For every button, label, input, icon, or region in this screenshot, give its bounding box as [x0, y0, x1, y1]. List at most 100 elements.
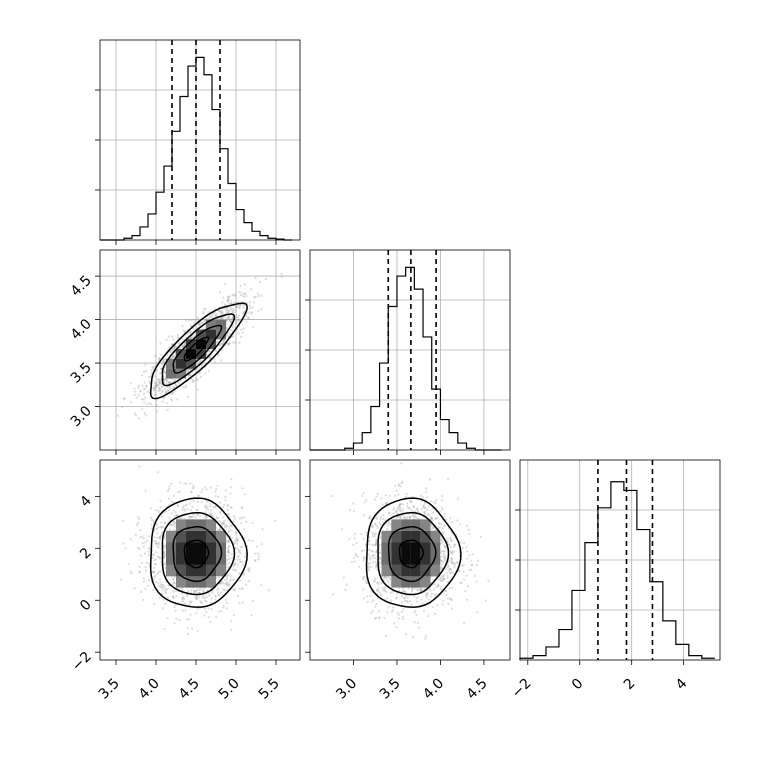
sample-point: [394, 510, 398, 514]
sample-point: [171, 380, 174, 383]
sample-point: [425, 491, 428, 494]
sample-point: [143, 370, 146, 373]
sample-point: [129, 570, 132, 573]
density-cell: [401, 519, 411, 531]
sample-point: [386, 611, 389, 614]
sample-point: [184, 504, 187, 507]
sample-point: [233, 542, 236, 545]
sample-point: [141, 374, 144, 377]
sample-point: [354, 554, 357, 557]
sample-point: [159, 342, 162, 345]
sample-point: [435, 586, 438, 589]
sample-point: [195, 612, 198, 615]
sample-point: [252, 326, 255, 329]
sample-point: [423, 510, 426, 514]
sample-point: [441, 560, 444, 564]
sample-point: [187, 618, 191, 621]
sample-point: [421, 496, 425, 499]
sample-point: [156, 532, 159, 535]
sample-point: [390, 599, 393, 602]
sample-point: [226, 558, 229, 561]
sample-point: [233, 301, 236, 304]
sample-point: [231, 317, 234, 320]
sample-point: [228, 580, 231, 583]
sample-point: [144, 566, 147, 569]
sample-point: [202, 312, 205, 315]
sample-point: [145, 385, 148, 388]
sample-point: [440, 558, 443, 562]
sample-point: [138, 570, 141, 573]
density-cell: [186, 349, 196, 359]
sample-point: [250, 614, 253, 617]
sample-point: [222, 312, 225, 315]
sample-point: [229, 578, 232, 582]
sample-point: [440, 559, 443, 562]
sample-point: [466, 550, 469, 553]
density-cell: [381, 542, 392, 554]
sample-point: [178, 618, 181, 622]
panel-frame: [519, 459, 721, 661]
sample-point: [152, 553, 155, 557]
sample-point: [155, 403, 158, 407]
sample-point: [378, 558, 381, 561]
sample-point: [142, 580, 145, 583]
sample-point: [413, 594, 416, 598]
sample-point: [443, 545, 446, 548]
sample-point: [242, 294, 245, 297]
sample-point: [450, 557, 453, 560]
sample-point: [435, 593, 438, 596]
sample-point: [250, 311, 253, 314]
density-cell: [186, 564, 196, 577]
sample-point: [410, 508, 413, 511]
sample-point: [441, 603, 444, 606]
sample-point: [432, 526, 435, 529]
sample-point: [133, 587, 136, 590]
sample-point: [153, 388, 156, 391]
sample-point: [362, 597, 365, 600]
sample-point: [156, 542, 159, 545]
sample-point: [156, 410, 159, 413]
sample-point: [227, 565, 230, 569]
sample-point: [159, 381, 162, 384]
sample-point: [381, 586, 384, 589]
density-panel-p0-p1: 3.03.54.04.5: [68, 249, 301, 455]
sample-point: [123, 397, 126, 400]
sample-point: [232, 335, 235, 338]
sample-point: [183, 509, 187, 512]
sample-point: [198, 366, 201, 369]
sample-point: [183, 343, 186, 346]
sample-point: [406, 502, 409, 505]
sample-point: [188, 603, 191, 606]
sample-point: [400, 482, 403, 485]
sample-point: [408, 515, 411, 519]
sample-point: [162, 545, 166, 548]
sample-point: [222, 307, 226, 310]
sample-point: [425, 596, 428, 599]
sample-point: [203, 614, 206, 617]
sample-point: [171, 392, 174, 395]
sample-point: [200, 601, 203, 604]
sample-point: [368, 536, 371, 539]
sample-point: [211, 514, 214, 517]
sample-point: [136, 521, 140, 525]
density-cell: [410, 576, 421, 588]
sample-point: [256, 552, 260, 555]
sample-point: [230, 536, 233, 540]
sample-point: [361, 494, 364, 497]
sample-point: [243, 311, 246, 314]
sample-point: [206, 505, 209, 508]
density-cell: [391, 576, 402, 588]
sample-point: [355, 542, 358, 545]
sample-point: [172, 386, 175, 389]
sample-point: [226, 296, 229, 299]
sample-point: [214, 314, 217, 317]
sample-point: [192, 589, 195, 592]
sample-point: [181, 597, 184, 600]
sample-point: [227, 538, 231, 542]
sample-point: [154, 384, 157, 387]
x-tick-label: 5.5: [256, 676, 283, 703]
sample-point: [220, 359, 223, 362]
density-cell: [381, 553, 392, 565]
sample-point: [201, 321, 204, 324]
